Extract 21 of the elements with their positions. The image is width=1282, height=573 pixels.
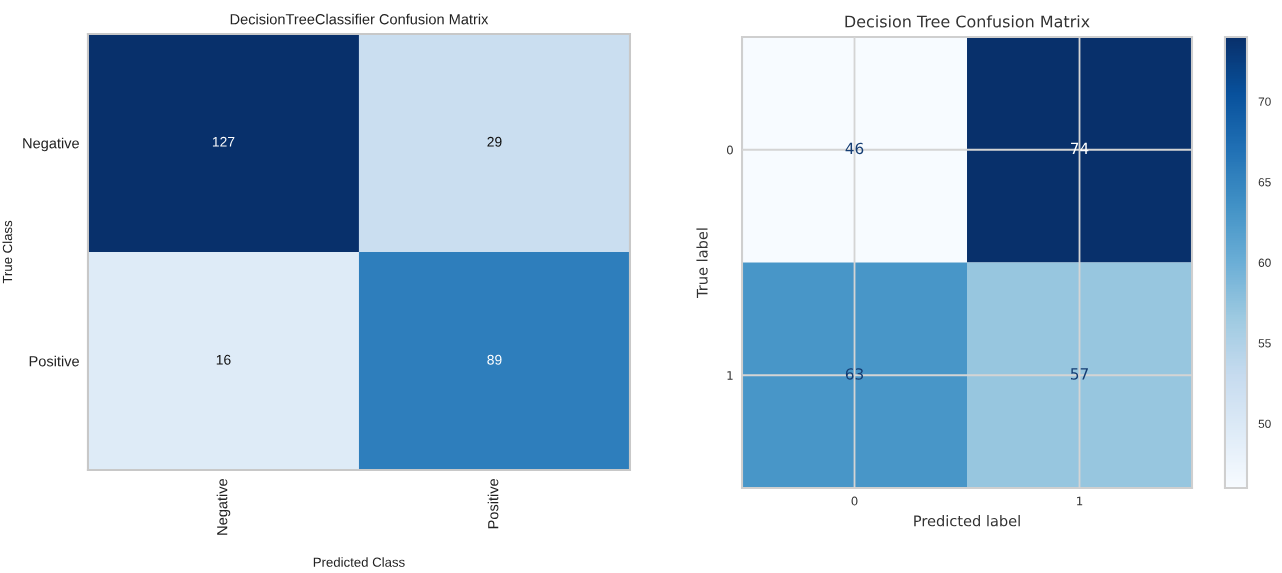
color-bar-label: 55	[1258, 339, 1271, 348]
color-bar-label: 65	[1258, 178, 1271, 187]
x-tick-label: 1	[1077, 496, 1083, 506]
x-tick-label: Positive	[487, 478, 499, 529]
chart-title: Decision Tree Confusion Matrix	[845, 15, 1090, 28]
x-axis-title: Predicted label	[914, 515, 1020, 527]
color-bar-label: 60	[1258, 258, 1271, 267]
data-label: 57	[1070, 368, 1088, 380]
y-axis-title: True label	[696, 228, 708, 298]
x-axis-title: Predicted Class	[313, 557, 405, 567]
x-tick-label: 0	[851, 496, 858, 506]
color-bar-label: 50	[1258, 419, 1271, 428]
chart-title: DecisionTreeClassifier Confusion Matrix	[230, 13, 489, 25]
data-label: 127	[212, 136, 235, 147]
data-label: 16	[216, 354, 231, 365]
data-label: 29	[487, 136, 502, 147]
x-tick-label: Negative	[216, 478, 231, 535]
color-bar-label: 70	[1258, 97, 1271, 106]
data-label: 46	[845, 142, 864, 155]
y-axis-title: True Class	[2, 220, 13, 284]
data-label: 89	[487, 354, 502, 365]
